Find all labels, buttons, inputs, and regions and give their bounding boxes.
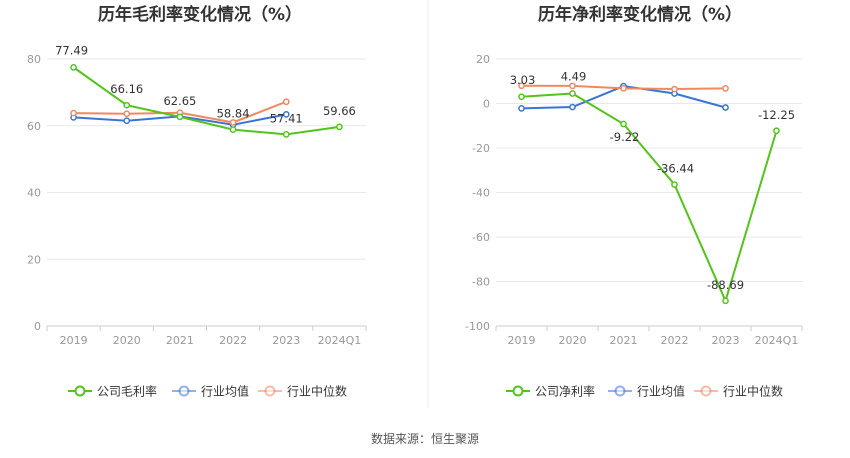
- data-point[interactable]: [176, 113, 184, 121]
- data-point[interactable]: [229, 119, 237, 126]
- chart-panel-1: 历年毛利率变化情况（%） 0 20 40 60 80 2019 2020 2021 2022 202…: [27, 4, 367, 399]
- series-line-公司毛利率: [73, 66, 340, 136]
- x-tick-label: 2021: [166, 334, 194, 347]
- legend-item-公司毛利率[interactable]: 公司毛利率: [68, 384, 157, 399]
- data-label: -88.69: [707, 278, 744, 292]
- data-point[interactable]: [123, 117, 131, 125]
- data-point[interactable]: [569, 90, 576, 97]
- y-tick-label: 60: [27, 120, 41, 133]
- legend-label: 公司毛利率: [97, 384, 157, 399]
- data-point[interactable]: [282, 98, 290, 106]
- x-tick-label: 2024Q1: [755, 334, 799, 347]
- data-point[interactable]: [282, 111, 290, 118]
- series-line-公司净利率: [521, 92, 778, 304]
- data-point[interactable]: [620, 85, 627, 92]
- legend-marker-icon: [512, 385, 524, 397]
- data-label: 58.84: [217, 107, 250, 121]
- x-tick-label: 2021: [610, 334, 638, 347]
- legend-marker-icon: [178, 385, 190, 397]
- legend-item-行业均值[interactable]: 行业均值: [172, 384, 249, 399]
- chart-title: 历年净利率变化情况（%）: [538, 4, 742, 25]
- y-tick-label: -80: [472, 276, 490, 289]
- data-label: 62.65: [163, 94, 196, 108]
- source-note: 数据来源：恒生聚源: [371, 431, 479, 446]
- data-point[interactable]: [518, 82, 525, 90]
- legend-marker-icon: [700, 385, 712, 397]
- data-point[interactable]: [671, 85, 678, 93]
- data-label: 66.16: [110, 82, 143, 96]
- data-point[interactable]: [722, 297, 729, 305]
- y-tick-label: -100: [465, 320, 490, 333]
- data-label: -9.22: [610, 130, 640, 144]
- x-tick-label: 2024Q1: [318, 334, 362, 347]
- y-tick-label: 80: [27, 53, 41, 66]
- y-tick-label: -40: [472, 187, 490, 200]
- data-point[interactable]: [569, 103, 576, 111]
- x-tick-label: 2023: [712, 334, 740, 347]
- legend-item-行业中位数[interactable]: 行业中位数: [258, 384, 347, 399]
- legend-label: 行业均值: [201, 384, 249, 399]
- data-point[interactable]: [336, 123, 343, 131]
- data-label: 4.49: [561, 70, 587, 84]
- x-tick-label: 2019: [508, 334, 536, 347]
- y-tick-label: 0: [483, 98, 490, 111]
- y-tick-label: 40: [27, 187, 41, 200]
- legend-item-公司净利率[interactable]: 公司净利率: [506, 384, 595, 399]
- data-label: 59.66: [323, 104, 356, 118]
- data-label: 3.03: [510, 73, 536, 87]
- y-tick-label: -20: [472, 142, 490, 155]
- data-point[interactable]: [518, 105, 525, 112]
- data-point[interactable]: [229, 126, 237, 133]
- legend-marker-icon: [264, 385, 276, 397]
- chart-panel-2: 历年净利率变化情况（%） -100 -80 -60 -40 -20 0 20 2019 2020 2…: [465, 4, 803, 399]
- legend-item-行业中位数[interactable]: 行业中位数: [694, 384, 783, 399]
- legend-item-行业均值[interactable]: 行业均值: [608, 384, 685, 399]
- legend-marker-icon: [74, 385, 86, 397]
- data-point[interactable]: [722, 104, 729, 111]
- y-tick-label: -60: [472, 231, 490, 244]
- data-point[interactable]: [620, 120, 627, 128]
- data-point[interactable]: [123, 110, 131, 118]
- data-label: -12.25: [758, 108, 795, 122]
- y-tick-label: 20: [27, 253, 41, 266]
- y-tick-label: 20: [476, 53, 490, 66]
- data-point[interactable]: [722, 85, 729, 92]
- data-label: -36.44: [657, 162, 694, 176]
- x-tick-label: 2020: [113, 334, 141, 347]
- data-point[interactable]: [70, 64, 77, 71]
- data-point[interactable]: [569, 82, 576, 90]
- legend-label: 公司净利率: [535, 384, 595, 399]
- x-tick-label: 2022: [219, 334, 247, 347]
- legend-label: 行业中位数: [287, 384, 347, 399]
- data-point[interactable]: [773, 127, 780, 135]
- legend-label: 行业中位数: [723, 384, 783, 399]
- x-tick-label: 2019: [60, 334, 88, 347]
- chart-title: 历年毛利率变化情况（%）: [98, 4, 302, 25]
- data-point[interactable]: [518, 93, 525, 101]
- x-tick-label: 2022: [661, 334, 689, 347]
- data-point[interactable]: [282, 131, 290, 138]
- data-label: 57.41: [270, 111, 303, 125]
- data-point[interactable]: [123, 101, 131, 109]
- legend-label: 行业均值: [637, 384, 685, 399]
- x-tick-label: 2023: [272, 334, 300, 347]
- x-tick-label: 2020: [559, 334, 587, 347]
- y-tick-label: 0: [34, 320, 41, 333]
- data-point[interactable]: [671, 181, 678, 188]
- data-label: 77.49: [55, 43, 88, 57]
- legend-marker-icon: [614, 385, 626, 397]
- data-point[interactable]: [70, 109, 77, 117]
